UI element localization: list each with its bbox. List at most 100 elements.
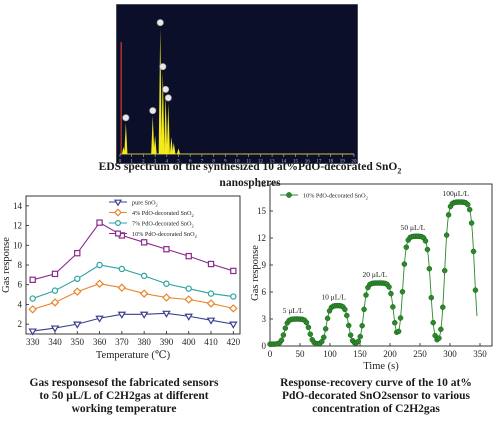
temp-legend-label: pure SnO2 — [132, 200, 158, 208]
eds-peak-label-icon — [162, 85, 170, 93]
eds-peak — [161, 71, 165, 154]
rr-data-point — [395, 328, 402, 335]
temp-data-point — [50, 298, 60, 307]
rr-y-tick-label: 6 — [262, 287, 267, 297]
rr-y-tick-label: 3 — [262, 314, 267, 324]
eds-tick-label: 2 — [142, 160, 145, 165]
temp-y-tick-label: 4 — [18, 299, 23, 309]
eds-caption-sub: 2 — [397, 166, 402, 176]
rr-x-tick-label: 300 — [443, 349, 457, 359]
temp-legend-label: 4% PdO-decorated SnO2 — [132, 210, 194, 218]
eds-peak-label-icon — [156, 19, 164, 27]
temp-data-point — [206, 299, 216, 308]
rr-data-point — [403, 244, 410, 250]
eds-tick-label: 15 — [293, 160, 299, 165]
rr-data-point — [361, 306, 367, 313]
temperature-chart: 330 340 350 360 370 380 390 400 410 420 2 4 6 8 10 12 14… — [1, 195, 241, 361]
rr-data-point — [399, 288, 406, 295]
temp-data-point — [74, 249, 81, 257]
rr-data-point — [388, 290, 394, 297]
eds-tick-label: 8 — [212, 160, 215, 165]
eds-peak — [169, 136, 174, 154]
temp-data-point — [29, 295, 36, 302]
temp-data-point — [117, 311, 127, 319]
right-caption-line-2: PdO-decorated SnO2sensor to various — [282, 390, 470, 402]
rr-x-tick-label: 350 — [473, 349, 487, 359]
temp-y-axis-label: Gas response — [1, 237, 12, 293]
rr-data-point — [422, 238, 429, 244]
eds-tick-label: 17 — [316, 160, 322, 165]
temp-data-point — [95, 279, 104, 288]
rr-y-axis-label: Gas response — [250, 245, 261, 301]
eds-tick-label: 11 — [246, 160, 251, 165]
rr-data-point — [445, 212, 452, 218]
eds-tick-label: 19 — [340, 160, 346, 165]
rr-data-point — [307, 331, 314, 337]
rr-data-point — [468, 220, 475, 226]
rr-data-point — [392, 320, 398, 326]
rr-data-point — [324, 315, 331, 322]
rr-data-point — [470, 248, 477, 255]
rr-y-tick-label: 12 — [257, 233, 266, 243]
rr-x-tick-label: 250 — [413, 349, 427, 359]
eds-peak — [164, 94, 168, 154]
temp-data-point — [229, 321, 238, 329]
temp-series-line — [32, 312, 234, 332]
temp-data-point — [73, 321, 82, 329]
rr-data-point — [363, 292, 369, 298]
temp-legend-marker — [114, 219, 121, 226]
rr-data-point — [303, 319, 310, 326]
temp-data-point — [96, 219, 103, 226]
eds-tick-label: 7 — [201, 160, 204, 165]
rr-legend-marker — [286, 192, 292, 198]
response-recovery-chart: 0 50 100 150 200 250 300 350 0 3 6 9 12 15 18 Time (s) G… — [250, 179, 493, 372]
temp-data-point — [51, 270, 59, 278]
eds-peak — [176, 148, 181, 154]
temp-data-point — [28, 305, 37, 314]
eds-peak — [124, 122, 128, 154]
rr-data-point — [355, 338, 362, 345]
rr-data-point — [472, 287, 479, 293]
rr-y-tick-label: 0 — [262, 341, 267, 351]
temp-data-point — [117, 283, 127, 292]
temp-y-tick-label: 12 — [13, 221, 22, 231]
temp-data-point — [163, 246, 170, 253]
eds-chart: 0 1 2 3 4 5 6 7 8 9 10 11 12 13 14 15 16 17 18 19 20 — [116, 4, 358, 164]
temp-data-point — [185, 252, 192, 260]
rr-data-point — [436, 335, 442, 341]
temp-data-point — [185, 285, 192, 292]
temp-legend-label-sub: 2 — [191, 223, 193, 228]
temp-x-axis-label: Temperature (℃) — [96, 350, 171, 361]
eds-tick-label: 16 — [305, 160, 311, 165]
temp-x-tick-label: 340 — [48, 337, 62, 347]
rr-data-point — [321, 334, 327, 341]
rr-data-point — [280, 332, 287, 338]
temp-data-point — [207, 260, 215, 268]
temp-data-point — [140, 239, 148, 246]
temp-series-line — [32, 283, 234, 310]
rr-data-point — [466, 206, 473, 213]
left-caption-line-3: working temperature — [71, 403, 177, 415]
eds-tick-label: 9 — [224, 160, 227, 165]
temp-data-point — [118, 265, 126, 273]
rr-data-point — [347, 332, 354, 338]
temp-data-point — [51, 287, 59, 294]
temp-data-point — [29, 276, 36, 283]
temp-data-point — [73, 287, 82, 296]
rr-data-point — [424, 246, 431, 253]
temp-data-point — [28, 328, 37, 336]
temp-x-tick-label: 390 — [160, 337, 174, 347]
temp-data-point — [96, 261, 103, 269]
eds-peak-label-icon — [122, 114, 130, 122]
eds-caption-tail: nanospheres — [219, 177, 281, 190]
eds-tick-label: 13 — [270, 160, 276, 165]
temp-x-tick-label: 350 — [71, 337, 85, 347]
temp-series-line — [32, 221, 234, 281]
rr-x-tick-label: 0 — [268, 349, 273, 359]
eds-tick-label: 10 — [235, 160, 241, 165]
rr-data-point — [428, 294, 435, 301]
rr-data-point — [282, 325, 289, 331]
temp-data-point — [230, 267, 237, 275]
rr-concentration-label: 100μL/L — [443, 189, 470, 198]
rr-data-point — [305, 324, 312, 331]
